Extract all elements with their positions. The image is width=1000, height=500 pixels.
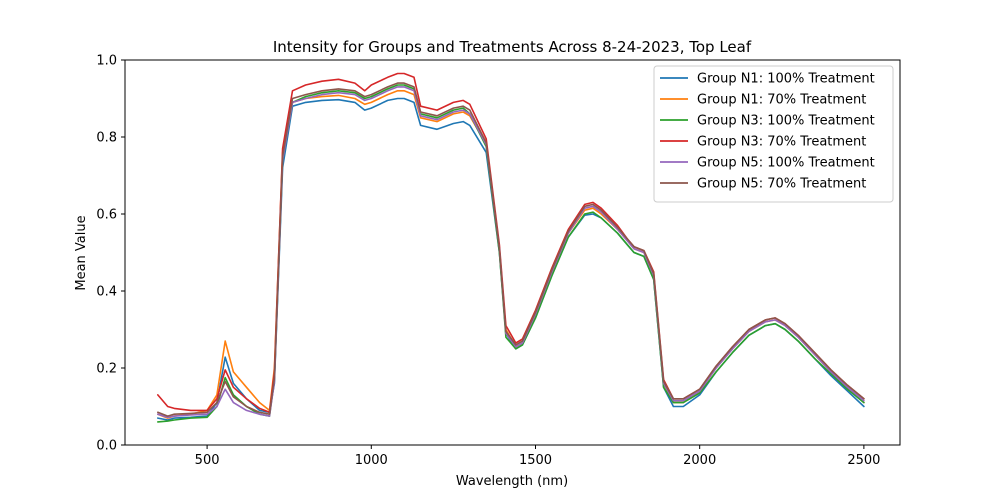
- legend-label: Group N3: 100% Treatment: [697, 114, 875, 129]
- y-axis: 0.0 0.2 0.4 0.6 0.8 1.0: [96, 54, 125, 454]
- x-tick-label: 1000: [355, 453, 388, 468]
- y-tick-label: 0.8: [96, 131, 117, 146]
- y-tick-label: 1.0: [96, 54, 117, 69]
- y-tick-label: 0.2: [96, 362, 117, 377]
- chart-title: Intensity for Groups and Treatments Acro…: [273, 38, 752, 56]
- x-tick-label: 2000: [683, 453, 716, 468]
- legend-box: [653, 65, 894, 203]
- x-tick-label: 2500: [847, 453, 880, 468]
- y-tick-label: 0.4: [96, 285, 117, 300]
- legend-label: Group N5: 100% Treatment: [697, 156, 875, 171]
- legend-label: Group N1: 70% Treatment: [697, 93, 866, 108]
- x-tick-label: 500: [195, 453, 220, 468]
- legend-label: Group N5: 70% Treatment: [697, 177, 866, 192]
- series-line-6: [157, 82, 865, 417]
- x-axis-label: Wavelength (nm): [456, 474, 568, 489]
- x-tick-label: 1500: [519, 453, 552, 468]
- y-tick-label: 0.6: [96, 208, 117, 223]
- plot-frame: [124, 59, 901, 446]
- y-tick-label: 0.0: [96, 439, 117, 454]
- plot-area: [157, 72, 865, 423]
- legend-label: Group N3: 70% Treatment: [697, 135, 866, 150]
- x-axis: 500 1000 1500 2000 2500: [195, 445, 880, 468]
- y-axis-label: Mean Value: [74, 215, 89, 290]
- legend-label: Group N1: 100% Treatment: [697, 72, 875, 87]
- legend: Group N1: 100% Treatment Group N1: 70% Tr…: [653, 65, 894, 203]
